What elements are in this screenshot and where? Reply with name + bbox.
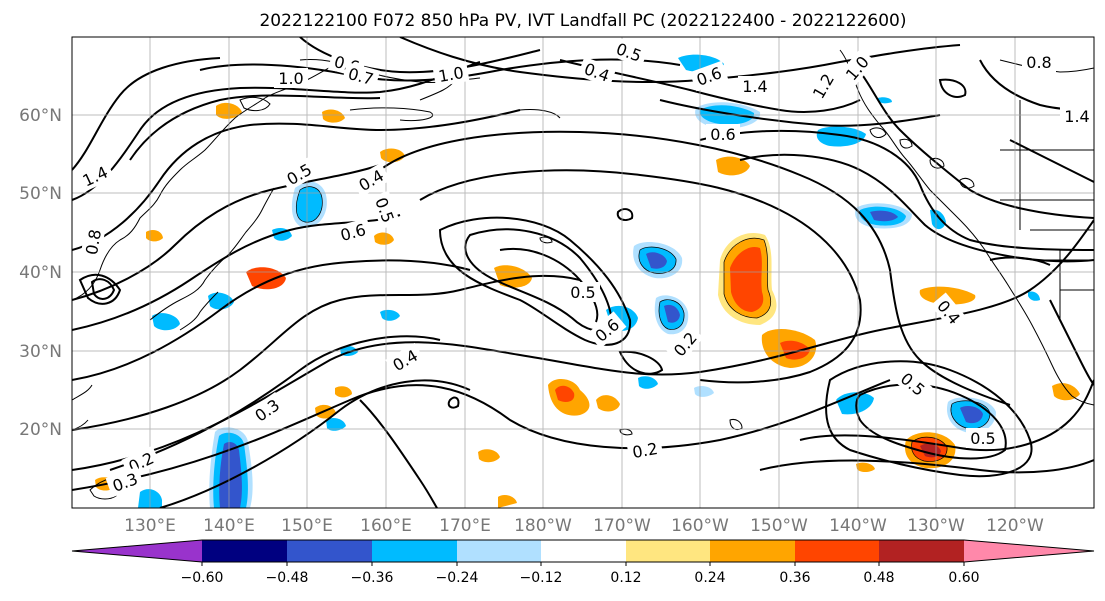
lon-label: 150°E (281, 516, 333, 536)
gridlines (72, 37, 1094, 508)
colorbar: −0.60 −0.48 −0.36 −0.24 −0.12 0.12 0.24 0.36 0.4… (71, 539, 1095, 586)
svg-text:1.4: 1.4 (742, 77, 767, 96)
map-area: 1.0 0.6 0.7 1.0 0.5 0.4 0.6 1.4 1.2 1.0 … (72, 37, 1094, 508)
contour-label: 0.8 (80, 223, 106, 261)
svg-text:1.4: 1.4 (1064, 107, 1089, 126)
colorbar-segment (72, 540, 202, 562)
colorbar-tick-label: 0.48 (863, 570, 894, 586)
lon-label: 170°W (593, 516, 651, 536)
contour-label: 0.6 (706, 124, 740, 144)
colorbar-segment (710, 540, 795, 562)
longitude-labels: 130°E 140°E 150°E 160°E 170°E 180°W 170°… (124, 516, 1044, 536)
lon-label: 130°E (124, 516, 176, 536)
contour-label: 1.0 (432, 61, 470, 87)
lon-label: 140°E (203, 516, 255, 536)
lat-label: 40°N (19, 263, 62, 283)
contour-label: 0.6 (689, 60, 729, 92)
colorbar-segment (457, 540, 541, 562)
contour-label: 1.4 (1060, 106, 1094, 126)
pv-contours (72, 37, 1094, 508)
colorbar-segment (287, 540, 372, 562)
lon-label: 120°W (986, 516, 1044, 536)
lat-label: 60°N (19, 106, 62, 126)
svg-text:0.8: 0.8 (1026, 53, 1051, 72)
contour-label: 0.4 (385, 342, 425, 378)
lon-label: 160°W (671, 516, 729, 536)
shading-outlines (295, 186, 991, 462)
lon-label: 160°E (360, 516, 412, 536)
lon-label: 140°W (829, 516, 887, 536)
contour-labels: 1.0 0.6 0.7 1.0 0.5 0.4 0.6 1.4 1.2 1.0 … (75, 37, 1094, 498)
map-title: 2022122100 F072 850 hPa PV, IVT Landfall… (259, 11, 906, 31)
lat-label: 30°N (19, 342, 62, 362)
colorbar-tick-label: 0.24 (694, 570, 725, 586)
lon-label: 150°W (750, 516, 808, 536)
colorbar-segment (795, 540, 879, 562)
contour-label: 1.0 (274, 68, 308, 88)
colorbar-tick-label: −0.36 (351, 570, 394, 586)
colorbar-tick-label: −0.60 (181, 570, 224, 586)
colorbar-segment (541, 540, 626, 562)
contour-label: 1.4 (738, 76, 772, 96)
svg-text:0.5: 0.5 (570, 283, 595, 302)
lon-label: 170°E (439, 516, 491, 536)
colorbar-tick-label: −0.12 (520, 570, 563, 586)
latitude-labels: 60°N 50°N 40°N 30°N 20°N (19, 106, 62, 440)
svg-text:0.8: 0.8 (82, 228, 105, 256)
colorbar-tick-label: −0.24 (436, 570, 479, 586)
svg-text:0.2: 0.2 (631, 439, 659, 462)
pv-anomaly-shading (95, 54, 1080, 508)
contour-label: 0.6 (587, 311, 627, 349)
contour-label: 0.5 (966, 428, 1000, 448)
colorbar-segment (372, 540, 457, 562)
map-frame (71, 36, 1095, 509)
colorbar-segment (964, 540, 1094, 562)
colorbar-segment (202, 540, 287, 562)
colorbar-tick-label: −0.48 (266, 570, 309, 586)
svg-text:1.0: 1.0 (437, 63, 465, 86)
contour-label: 0.2 (626, 437, 664, 463)
colorbar-segment (626, 540, 710, 562)
colorbar-segment (879, 540, 964, 562)
lon-label: 130°W (907, 516, 965, 536)
colorbar-tick-label: 0.60 (948, 570, 979, 586)
svg-text:1.0: 1.0 (278, 69, 303, 88)
lon-label: 180°W (514, 516, 572, 536)
contour-label: 0.8 (1022, 52, 1056, 72)
lat-label: 20°N (19, 420, 62, 440)
contour-label: 0.5 (566, 282, 600, 302)
contour-label: 0.7 (341, 61, 381, 91)
svg-text:0.5: 0.5 (970, 429, 995, 448)
colorbar-tick-label: 0.36 (779, 570, 810, 586)
lat-label: 50°N (19, 184, 62, 204)
colorbar-tick-label: 0.12 (610, 570, 641, 586)
svg-text:0.6: 0.6 (710, 125, 735, 144)
